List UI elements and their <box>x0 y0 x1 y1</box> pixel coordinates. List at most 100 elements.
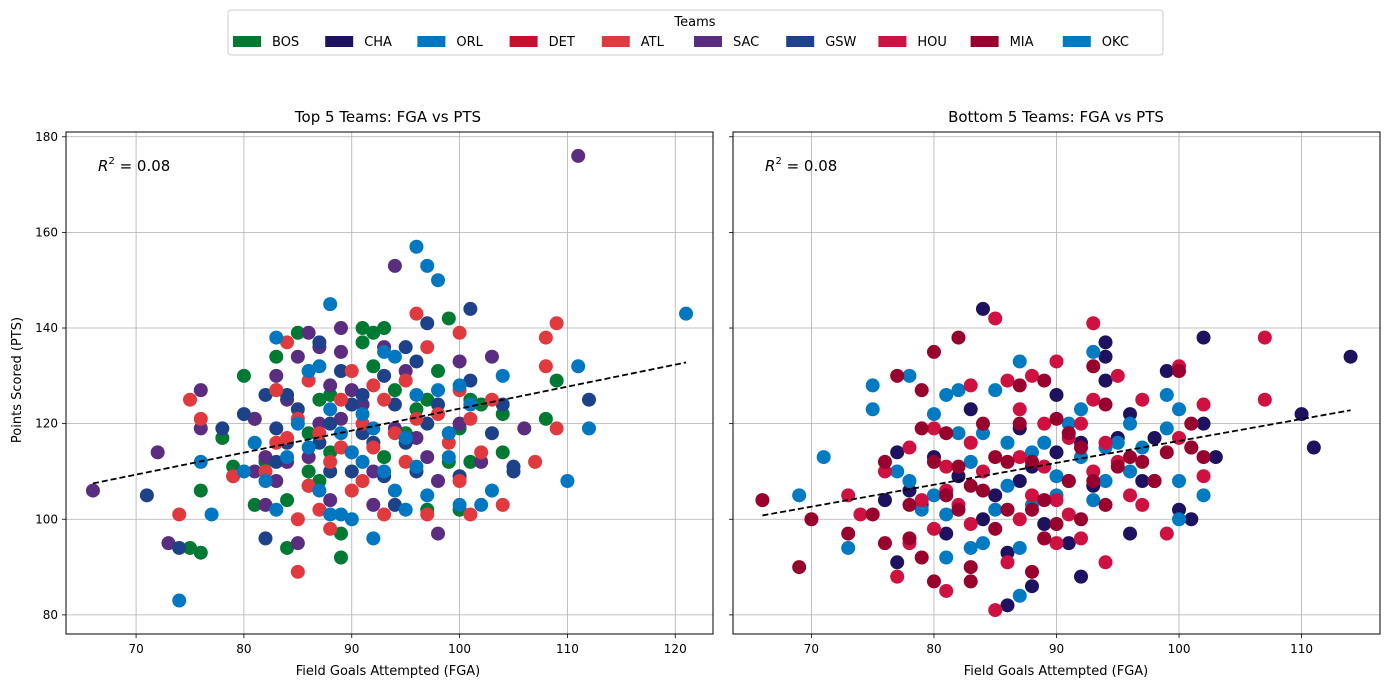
data-point <box>344 464 359 479</box>
data-point <box>247 497 262 512</box>
data-point <box>902 440 917 455</box>
data-point <box>1147 430 1162 445</box>
data-point <box>1184 440 1199 455</box>
data-point <box>1049 411 1064 426</box>
data-point <box>269 330 284 345</box>
data-point <box>377 507 392 522</box>
data-point <box>679 306 694 321</box>
data-point <box>280 387 295 402</box>
data-point <box>963 574 978 589</box>
data-point <box>1049 354 1064 369</box>
data-point <box>1172 512 1187 527</box>
legend-item-okc: OKC <box>1062 35 1129 50</box>
data-point <box>258 450 273 465</box>
data-point <box>1196 416 1211 431</box>
legend-swatch <box>233 36 261 47</box>
data-point <box>387 497 402 512</box>
data-point <box>366 359 381 374</box>
data-point <box>236 368 251 383</box>
legend-item-atl: ATL <box>601 35 665 50</box>
data-point <box>463 411 478 426</box>
data-point <box>975 536 990 551</box>
data-point <box>366 464 381 479</box>
data-point <box>816 450 831 465</box>
data-point <box>1159 364 1174 379</box>
legend-swatch <box>786 36 815 47</box>
data-point <box>988 603 1003 618</box>
data-point <box>290 325 305 340</box>
data-point <box>975 416 990 431</box>
legend-item-det: DET <box>509 35 575 50</box>
y-tick-label: 140 <box>35 321 58 335</box>
legend-item-gsw: GSW <box>786 35 857 50</box>
data-point <box>323 416 338 431</box>
data-point <box>1184 512 1199 527</box>
data-point <box>344 483 359 498</box>
data-point <box>355 474 370 489</box>
data-point <box>269 349 284 364</box>
data-point <box>301 364 316 379</box>
data-point <box>323 378 338 393</box>
data-point <box>495 445 510 460</box>
data-point <box>333 392 348 407</box>
data-point <box>1110 435 1125 450</box>
chart-panel-bottom-5: Bottom 5 Teams: FGA vs PTS Field Goals A… <box>729 108 1381 679</box>
data-point <box>951 330 966 345</box>
data-point <box>1135 497 1150 512</box>
data-point <box>792 488 807 503</box>
data-point <box>387 383 402 398</box>
data-point <box>926 488 941 503</box>
data-point <box>926 344 941 359</box>
data-point <box>495 497 510 512</box>
data-point <box>420 316 435 331</box>
data-point <box>1012 588 1027 603</box>
plot-frame <box>732 131 1381 635</box>
data-point <box>939 387 954 402</box>
data-point <box>939 583 954 598</box>
legend-swatch <box>1062 36 1091 47</box>
data-point <box>474 497 489 512</box>
data-point <box>902 497 917 512</box>
data-point <box>377 450 392 465</box>
data-point <box>902 368 917 383</box>
data-point <box>517 421 532 436</box>
data-point <box>1049 536 1064 551</box>
legend-label: DET <box>549 35 575 50</box>
data-point <box>387 258 402 273</box>
data-point <box>1061 426 1076 441</box>
data-point <box>1037 531 1052 546</box>
data-point <box>1184 416 1199 431</box>
data-point <box>452 416 467 431</box>
legend-frame <box>227 9 1164 56</box>
data-point <box>333 507 348 522</box>
x-tick-label: 100 <box>1168 642 1191 656</box>
data-point <box>398 502 413 517</box>
data-point <box>355 321 370 336</box>
data-point <box>1196 450 1211 465</box>
data-point <box>484 392 499 407</box>
data-point <box>280 540 295 555</box>
data-point <box>1049 517 1064 532</box>
r-exponent: 2 <box>775 156 781 167</box>
data-point <box>323 493 338 508</box>
data-point <box>1037 416 1052 431</box>
y-tick-label: 120 <box>35 417 58 431</box>
r-exponent: 2 <box>108 156 114 167</box>
data-point <box>1123 488 1138 503</box>
chart-panel-top-5: Top 5 Teams: FGA vs PTS Points Scored (P… <box>10 108 714 679</box>
data-point <box>420 340 435 355</box>
data-point <box>398 373 413 388</box>
data-point <box>269 502 284 517</box>
data-point <box>441 426 456 441</box>
data-point <box>939 459 954 474</box>
data-point <box>939 507 954 522</box>
data-point <box>431 273 446 288</box>
data-point <box>85 483 100 498</box>
data-point <box>441 311 456 326</box>
chart-title-top: Top 5 Teams: FGA vs PTS <box>294 108 481 126</box>
data-point <box>280 493 295 508</box>
legend-label: SAC <box>733 35 759 50</box>
data-point <box>431 526 446 541</box>
data-point <box>877 536 892 551</box>
